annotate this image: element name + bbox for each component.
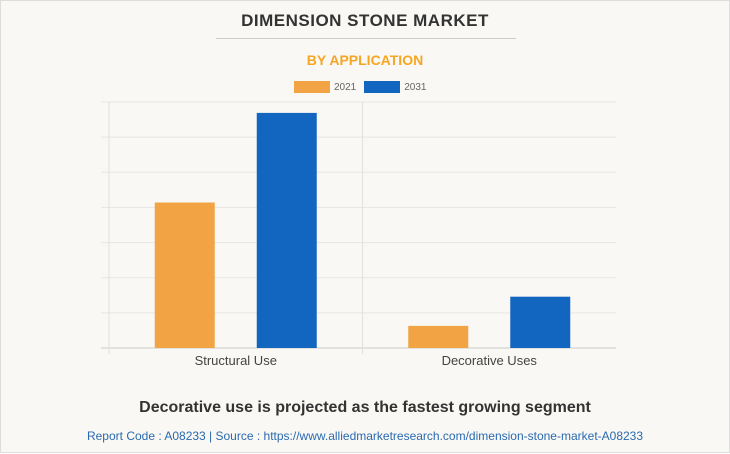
chart-title: DIMENSION STONE MARKET: [241, 11, 489, 30]
source-line: Report Code : A08233 | Source : https://…: [86, 429, 644, 443]
title-divider: [216, 38, 516, 39]
legend-swatch-2031: [364, 81, 401, 93]
x-tick-label: Structural Use: [195, 353, 277, 368]
x-tick-label: Decorative Uses: [442, 353, 538, 368]
bar-2031-1: [510, 296, 571, 348]
legend: 2021 2031: [294, 81, 427, 93]
legend-label-2021: 2021: [334, 81, 357, 93]
bar-2021-0: [154, 202, 215, 348]
legend-swatch-2021: [294, 81, 330, 93]
chart-footnote: Decorative use is projected as the faste…: [139, 399, 591, 416]
bar-2021-1: [408, 325, 469, 348]
chart-subtitle: BY APPLICATION: [306, 52, 424, 68]
bar-2031-0: [256, 112, 317, 348]
legend-label-2031: 2031: [404, 81, 427, 93]
